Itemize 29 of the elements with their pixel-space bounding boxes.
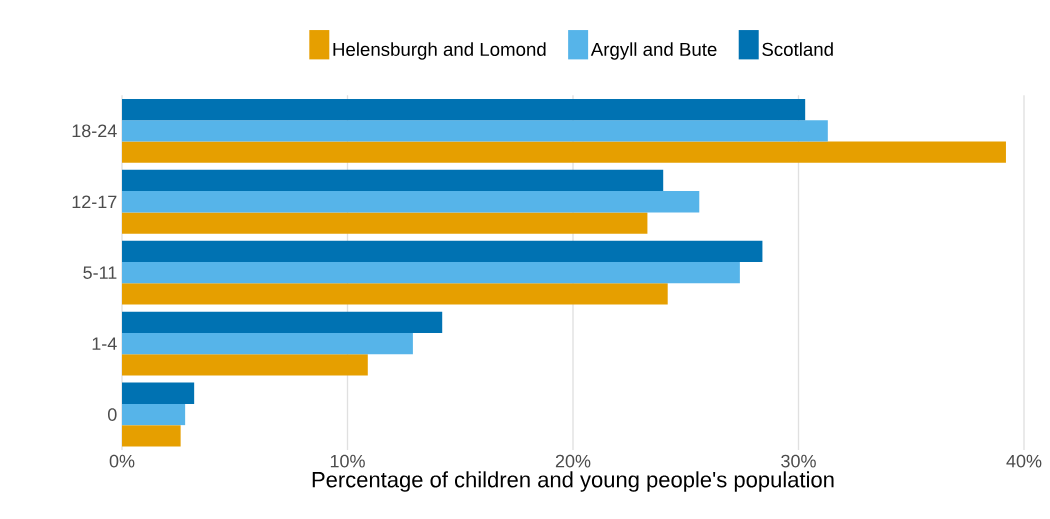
- legend-label: Helensburgh and Lomond: [333, 42, 546, 60]
- x-axis-title: Percentage of children and young people's population: [312, 471, 834, 492]
- y-tick-label: 1-4: [92, 337, 117, 350]
- x-tick-label: 0%: [109, 454, 135, 468]
- bar: [122, 283, 668, 305]
- x-tick-label: 20%: [555, 454, 591, 468]
- bar: [122, 191, 700, 213]
- bar: [122, 311, 443, 333]
- bar: [122, 354, 368, 376]
- bar: [122, 98, 806, 121]
- y-tick-label: 5-11: [83, 266, 117, 279]
- bar: [122, 262, 740, 284]
- bar: [122, 403, 186, 426]
- x-tick-label: 40%: [1006, 454, 1042, 468]
- bar: [122, 332, 413, 355]
- y-tick-label: 18-24: [72, 124, 117, 138]
- legend-label: Argyll and Bute: [590, 42, 717, 60]
- y-tick-label: 0: [107, 408, 117, 421]
- y-tick-label: 12-17: [72, 195, 117, 209]
- bar: [122, 212, 648, 234]
- bar: [122, 169, 664, 192]
- bar: [122, 425, 181, 447]
- bar: [122, 240, 763, 263]
- bar: [122, 120, 828, 142]
- x-tick-label: 30%: [781, 454, 816, 468]
- bar: [122, 382, 195, 404]
- legend-label: Scotland: [762, 42, 833, 57]
- bar: [122, 141, 1006, 163]
- x-tick-label: 10%: [330, 454, 365, 468]
